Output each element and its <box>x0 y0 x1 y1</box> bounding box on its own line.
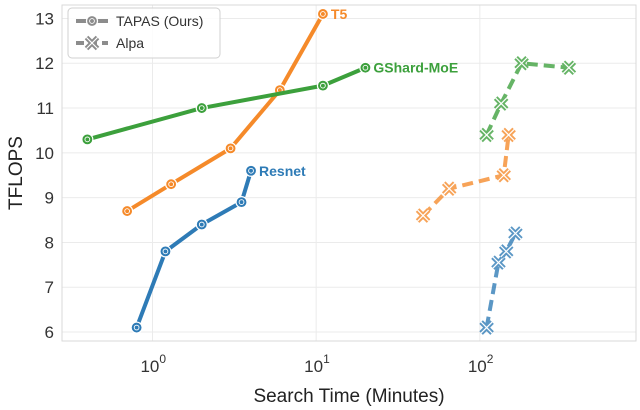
y-tick-label: 10 <box>35 144 54 163</box>
data-point-highlight <box>502 128 515 141</box>
data-point <box>224 142 237 155</box>
y-tick-label: 6 <box>45 323 54 342</box>
data-point-highlight <box>497 169 510 182</box>
legend-entry: TAPAS (Ours) <box>76 13 203 29</box>
y-tick-label: 12 <box>35 54 54 73</box>
legend-label: TAPAS (Ours) <box>116 13 203 29</box>
plot-frame <box>61 4 637 342</box>
x-tick-label: 101 <box>304 352 330 376</box>
data-point-ring <box>362 64 369 71</box>
data-point-highlight <box>492 256 505 269</box>
data-point-highlight <box>417 209 429 222</box>
data-point-ring <box>320 82 326 89</box>
data-point-highlight <box>495 97 508 110</box>
data-point-ring <box>320 11 326 17</box>
series-line <box>86 65 367 142</box>
data-point-ring <box>248 167 254 174</box>
series-line <box>484 61 570 136</box>
y-tick-label: 13 <box>35 9 54 28</box>
y-axis-label: TFLOPS <box>6 136 27 210</box>
data-point <box>121 204 134 218</box>
data-point <box>130 321 143 334</box>
series-t5-alpa <box>415 127 516 223</box>
x-tick-label: 102 <box>468 352 494 376</box>
y-tick-label: 11 <box>36 99 54 118</box>
grid <box>62 5 636 341</box>
x-axis-label: Search Time (Minutes) <box>253 386 444 407</box>
legend-label: Alpa <box>116 35 144 51</box>
data-point <box>159 245 172 258</box>
data-point-ring <box>168 181 174 188</box>
data-point <box>195 218 208 231</box>
y-tick-label: 9 <box>45 189 54 208</box>
data-point-ring <box>238 199 245 205</box>
data-point <box>195 101 208 115</box>
data-point <box>244 164 258 177</box>
data-point-ring <box>198 105 205 111</box>
data-point-highlight <box>480 128 493 141</box>
data-point-highlight <box>509 227 522 240</box>
data-point-highlight <box>86 37 98 49</box>
series-label: Resnet <box>259 163 306 179</box>
data-point-ring <box>124 208 130 214</box>
data-point-highlight <box>500 245 513 258</box>
data-point-highlight <box>443 182 456 195</box>
data-point <box>81 133 94 146</box>
data-point-highlight <box>515 57 528 70</box>
data-point <box>85 14 99 28</box>
data-point-ring <box>198 221 205 228</box>
data-point-ring <box>162 248 169 255</box>
series-label: GShard-MoE <box>373 60 458 76</box>
data-point-ring <box>84 136 91 143</box>
y-tick-label: 7 <box>45 278 54 297</box>
series-line <box>421 134 511 217</box>
data-point-ring <box>89 18 95 24</box>
data-point-highlight <box>562 61 575 74</box>
data-point <box>165 178 178 191</box>
data-point-highlight <box>480 321 493 334</box>
x-tick-label: 100 <box>140 352 166 376</box>
tick-labels: 6 7 8 9 10 11 12 13 100 101 102 <box>35 9 494 376</box>
series-gshard-moe-alpa <box>479 55 577 143</box>
data-point <box>235 196 248 209</box>
series-label: T5 <box>331 6 348 22</box>
data-point-ring <box>227 145 234 152</box>
series-resnet-tapas: Resnet <box>130 163 306 334</box>
series-gshard-moe-tapas: GShard-MoE <box>81 60 458 146</box>
series-layer: Resnet T5 GShard-MoE <box>81 6 577 335</box>
y-tick-label: 8 <box>45 233 54 252</box>
series-resnet-alpa <box>479 226 523 335</box>
data-point <box>316 79 330 92</box>
data-point-ring <box>133 324 140 331</box>
legend: TAPAS (Ours) Alpa <box>67 7 221 59</box>
series-t5-tapas: T5 <box>121 6 348 218</box>
data-point <box>359 61 372 74</box>
data-point <box>316 7 330 21</box>
legend-entry: Alpa <box>76 35 144 51</box>
